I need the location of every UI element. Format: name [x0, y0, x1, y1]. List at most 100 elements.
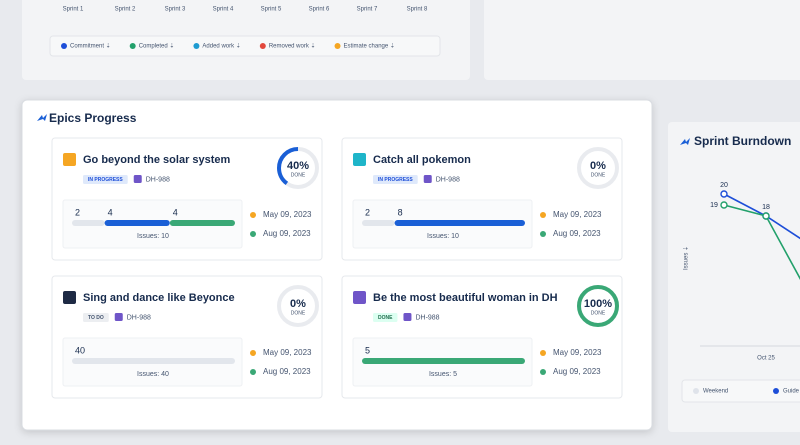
epic-key: DH-988: [127, 314, 151, 321]
point-label: 18: [762, 204, 770, 211]
legend-box: [681, 379, 800, 403]
progress-segment: [362, 358, 525, 364]
legend-label: Removed work ⇣: [269, 43, 316, 50]
panel-icon: [680, 138, 690, 145]
ring-progress: [277, 147, 319, 189]
epic-color: [353, 291, 366, 304]
segment-label: 4: [108, 207, 113, 217]
side-panel: [484, 0, 800, 80]
progress-segment: [394, 220, 525, 226]
date-dot: [250, 231, 256, 237]
status-text: IN PROGRESS: [88, 177, 123, 183]
segment-label: 5: [365, 345, 370, 355]
percent-label: 100%: [584, 298, 612, 310]
legend-dot: [61, 43, 67, 49]
burndown-point: [720, 201, 728, 209]
end-date: Aug 09, 2023: [553, 229, 601, 238]
date-dot: [540, 231, 546, 237]
x-tick-label: Sprint 6: [309, 7, 330, 13]
status-badge: [83, 313, 109, 322]
x-tick-label: Sprint 8: [407, 7, 428, 13]
epic-title: Go beyond the solar system: [83, 154, 231, 166]
percent-label: 0%: [290, 298, 306, 310]
done-label: DONE: [291, 172, 306, 178]
x-tick-label: Sprint 3: [165, 7, 186, 13]
start-date: May 09, 2023: [553, 210, 602, 219]
x-tick-label: Sprint 2: [115, 7, 136, 13]
key-icon: [403, 313, 412, 321]
key-icon: [423, 175, 432, 183]
progress-segment: [104, 220, 170, 226]
point-label: 19: [710, 202, 718, 209]
start-date: May 09, 2023: [263, 348, 312, 357]
legend-label: Guide: [783, 389, 800, 395]
legend-dot: [773, 388, 779, 394]
epic-color: [63, 153, 76, 166]
legend-label: Estimate change ⇣: [344, 43, 395, 50]
epic-color: [353, 153, 366, 166]
x-tick-label: Oct 25: [757, 356, 775, 362]
epic-title: Be the most beautiful woman in DH: [373, 292, 558, 304]
end-date: Aug 09, 2023: [263, 367, 311, 376]
progress-segment: [362, 220, 395, 226]
legend-label: Added work ⇣: [202, 43, 240, 50]
progress-segment: [72, 358, 235, 364]
start-date: May 09, 2023: [553, 348, 602, 357]
date-dot: [250, 350, 256, 356]
burndown-panel: [668, 122, 800, 432]
issues-label: Issues: 10: [137, 233, 169, 240]
percent-label: 0%: [590, 160, 606, 172]
epic-title: Catch all pokemon: [373, 154, 471, 166]
ring-progress: [577, 285, 619, 327]
legend-label: Commitment ⇣: [70, 43, 111, 50]
epic-title: Sing and dance like Beyonce: [83, 292, 235, 304]
progress-segment: [72, 220, 105, 226]
ring-track: [277, 285, 319, 327]
y-axis-label: Issues ⇣: [683, 246, 690, 270]
segment-label: 2: [75, 207, 80, 217]
issues-label: Issues: 40: [137, 371, 169, 378]
percent-label: 40%: [287, 160, 309, 172]
date-dot: [540, 350, 546, 356]
segment-label: 40: [75, 345, 85, 355]
panel-title: Sprint Burndown: [694, 134, 791, 148]
ring-track: [577, 147, 619, 189]
done-label: DONE: [291, 310, 306, 316]
issues-label: Issues: 10: [427, 233, 459, 240]
segment-label: 4: [173, 207, 178, 217]
done-label: DONE: [591, 172, 606, 178]
x-tick-label: Sprint 5: [261, 7, 282, 13]
legend-dot: [334, 43, 341, 49]
panel-icon: [37, 114, 47, 121]
progress-segment: [169, 220, 235, 226]
status-badge: [373, 313, 398, 322]
date-dot: [250, 212, 256, 218]
x-tick-label: Sprint 4: [213, 7, 234, 13]
status-text: IN PROGRESS: [378, 177, 413, 183]
legend-label: Completed ⇣: [139, 43, 175, 50]
segment-label: 8: [398, 207, 403, 217]
key-icon: [114, 313, 123, 321]
key-icon: [133, 175, 142, 183]
burndown-point: [762, 212, 770, 220]
segment-label: 2: [365, 207, 370, 217]
issues-label: Issues: 5: [429, 371, 457, 378]
status-badge: [83, 175, 128, 184]
status-text: TO DO: [88, 315, 104, 321]
legend-dot: [259, 43, 266, 49]
done-label: DONE: [591, 310, 606, 316]
burndown-point: [720, 190, 728, 198]
epic-color: [63, 291, 76, 304]
end-date: Aug 09, 2023: [553, 367, 601, 376]
legend-dot: [693, 388, 699, 394]
legend-dot: [129, 43, 136, 49]
x-tick-label: Sprint 1: [63, 7, 84, 13]
legend-label: Weekend: [703, 389, 728, 395]
legend-dot: [193, 43, 200, 49]
end-date: Aug 09, 2023: [263, 229, 311, 238]
epic-key: DH-988: [436, 176, 460, 183]
point-label: 20: [720, 182, 728, 189]
epic-key: DH-988: [415, 314, 439, 321]
